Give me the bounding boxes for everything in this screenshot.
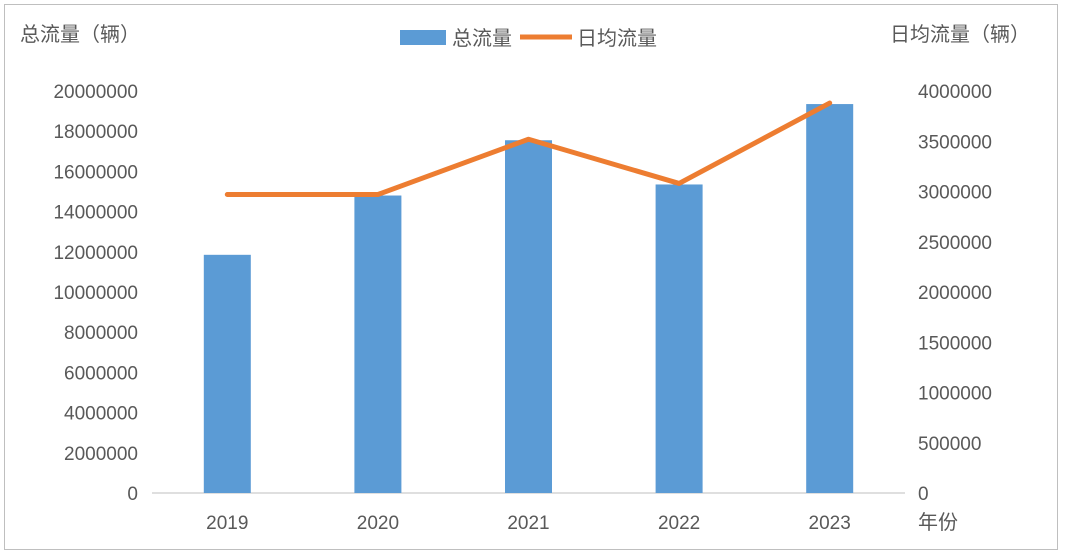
left-axis-tick-label: 14000000 xyxy=(53,203,138,224)
bar-total-flow xyxy=(354,195,402,493)
left-axis-tick-label: 0 xyxy=(127,484,138,505)
left-axis-tick-label: 4000000 xyxy=(64,404,138,425)
legend-label-daily-flow: 日均流量 xyxy=(577,26,657,50)
bar-total-flow xyxy=(203,254,251,493)
bar-total-flow xyxy=(806,104,854,493)
bar-total-flow xyxy=(505,140,552,493)
right-axis-tick-label: 500000 xyxy=(918,434,981,455)
x-axis-title: 年份 xyxy=(918,510,958,534)
right-axis-tick-label: 1000000 xyxy=(918,384,992,405)
right-axis-tick-label: 1500000 xyxy=(918,333,992,354)
left-axis-title: 总流量（辆） xyxy=(20,22,140,46)
x-axis-tick-label: 2021 xyxy=(507,513,549,534)
left-axis-tick-label: 2000000 xyxy=(64,444,138,465)
left-axis-tick-label: 18000000 xyxy=(53,122,138,143)
legend-label-total-flow: 总流量 xyxy=(452,26,512,50)
right-axis-tick-label: 2500000 xyxy=(918,233,992,254)
right-axis-tick-label: 3000000 xyxy=(918,183,992,204)
x-axis-tick-label: 2023 xyxy=(809,513,851,534)
left-axis-tick-label: 16000000 xyxy=(53,162,138,183)
right-axis-tick-label: 2000000 xyxy=(918,283,992,304)
legend: 总流量 日均流量 xyxy=(400,26,657,50)
x-axis-tick-label: 2020 xyxy=(357,513,399,534)
x-axis-tick-label: 2019 xyxy=(206,513,248,534)
right-axis-tick-label: 4000000 xyxy=(918,82,992,103)
left-axis-tick-label: 20000000 xyxy=(53,82,138,103)
x-axis-tick-label: 2022 xyxy=(658,513,700,534)
right-axis-title: 日均流量（辆） xyxy=(890,22,1030,46)
legend-swatch-total-flow xyxy=(400,30,446,45)
left-axis-tick-label: 8000000 xyxy=(64,323,138,344)
left-axis-tick-label: 10000000 xyxy=(53,283,138,304)
bar-total-flow xyxy=(655,184,703,493)
right-axis-tick-label: 0 xyxy=(918,484,929,505)
left-axis-tick-label: 6000000 xyxy=(64,363,138,384)
right-axis-tick-label: 3500000 xyxy=(918,132,992,153)
left-axis-tick-label: 12000000 xyxy=(53,243,138,264)
